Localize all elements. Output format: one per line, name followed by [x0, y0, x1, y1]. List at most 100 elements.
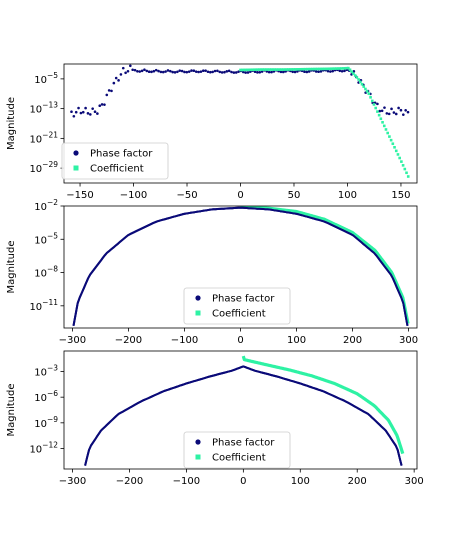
point-coefficient: [281, 68, 285, 71]
point-coefficient: [396, 153, 400, 156]
point-coefficient: [247, 68, 251, 72]
point-phase-factor: [402, 113, 405, 116]
point-coefficient: [394, 149, 398, 153]
point-phase-factor: [397, 106, 400, 110]
point-phase-factor: [192, 69, 196, 73]
point-phase-factor: [204, 69, 207, 72]
point-coefficient: [355, 76, 359, 79]
point-phase-factor: [171, 70, 174, 74]
point-coefficient: [293, 68, 297, 71]
point-coefficient: [290, 68, 294, 71]
point-phase-factor: [124, 71, 127, 75]
plot-area: [70, 64, 410, 178]
point-phase-factor: [100, 103, 104, 106]
legend-marker-phase-factor: [195, 439, 201, 445]
point-coefficient: [370, 99, 374, 103]
point-coefficient: [246, 68, 249, 72]
point-phase-factor: [394, 112, 398, 116]
x-tick-label: 0: [237, 335, 243, 346]
plot-area: [72, 206, 410, 326]
point-phase-factor: [145, 69, 149, 73]
point-coefficient: [377, 113, 381, 117]
point-coefficient: [324, 67, 328, 71]
point-coefficient: [244, 68, 247, 72]
x-tick-label: 50: [288, 190, 301, 201]
y-tick-label: 10−2: [34, 198, 58, 213]
y-tick-label: 10−9: [34, 415, 58, 430]
point-phase-factor: [126, 69, 130, 73]
point-coefficient: [275, 68, 278, 71]
series-phase-factor: [70, 64, 410, 118]
point-coefficient: [283, 68, 287, 71]
point-phase-factor: [317, 70, 320, 74]
point-coefficient: [264, 68, 268, 71]
point-phase-factor: [173, 71, 177, 74]
y-tick-label: 10−6: [34, 389, 58, 404]
point-phase-factor: [77, 106, 80, 110]
point-coefficient: [360, 82, 364, 86]
point-coefficient: [295, 68, 299, 71]
point-phase-factor: [216, 69, 219, 73]
legend-label: Phase factor: [212, 438, 275, 449]
point-phase-factor: [253, 70, 257, 74]
point-phase-factor: [183, 70, 186, 74]
point-phase-factor: [136, 69, 139, 73]
point-coefficient: [258, 68, 261, 71]
point-coefficient: [357, 78, 360, 81]
series-coefficient: [239, 66, 410, 178]
point-phase-factor: [378, 109, 382, 113]
point-phase-factor: [406, 110, 410, 114]
point-phase-factor: [79, 111, 83, 115]
point-coefficient: [321, 67, 324, 71]
series-coefficient: [239, 206, 410, 324]
x-tick-label: 0: [240, 476, 246, 487]
x-tick-label: 100: [338, 190, 357, 201]
point-coefficient: [381, 121, 384, 124]
axes-frame: [63, 350, 418, 470]
point-phase-factor: [209, 70, 212, 74]
legend: Phase factor Coefficient: [61, 142, 169, 180]
legend-marker-phase-factor: [73, 150, 79, 156]
x-tick-label: 150: [391, 190, 410, 201]
point-phase-factor: [138, 70, 142, 73]
x-tick-label: 100: [291, 476, 310, 487]
point-phase-factor: [340, 69, 344, 73]
point-coefficient: [343, 67, 347, 70]
legend-box: [183, 431, 291, 469]
point-phase-factor: [329, 70, 332, 73]
point-phase-factor: [293, 70, 297, 74]
point-coefficient: [317, 67, 321, 71]
point-phase-factor: [117, 79, 120, 82]
y-tick-label: 10−11: [29, 298, 58, 313]
point-coefficient: [406, 175, 410, 178]
line-phase-factor-overlay: [72, 206, 409, 326]
point-coefficient: [405, 171, 408, 175]
point-phase-factor: [392, 111, 396, 114]
point-coefficient: [273, 68, 277, 71]
point-coefficient: [288, 68, 292, 71]
point-phase-factor: [110, 89, 113, 93]
panel-top: −150 −100 −50 0 50 100 150 10−5 10−13 10−21 10−29 M…: [6, 63, 418, 201]
point-phase-factor: [169, 69, 172, 73]
point-phase-factor: [152, 69, 156, 73]
point-coefficient: [352, 72, 355, 75]
point-phase-factor: [343, 69, 346, 73]
point-coefficient: [278, 68, 282, 71]
x-tick-label: −100: [171, 335, 198, 346]
point-phase-factor: [338, 69, 342, 73]
y-tick-label: 10−5: [34, 231, 58, 246]
x-tick-label: 200: [343, 335, 362, 346]
point-phase-factor: [218, 70, 222, 74]
point-phase-factor: [399, 108, 403, 112]
point-phase-factor: [230, 70, 233, 74]
point-coefficient: [280, 68, 283, 71]
point-phase-factor: [176, 70, 179, 74]
point-phase-factor: [112, 81, 116, 85]
point-coefficient: [254, 68, 258, 71]
point-phase-factor: [305, 70, 309, 74]
legend-marker-coefficient: [195, 310, 201, 316]
point-coefficient: [300, 67, 304, 71]
point-phase-factor: [307, 70, 311, 73]
point-coefficient: [401, 164, 405, 167]
point-coefficient: [270, 68, 273, 71]
